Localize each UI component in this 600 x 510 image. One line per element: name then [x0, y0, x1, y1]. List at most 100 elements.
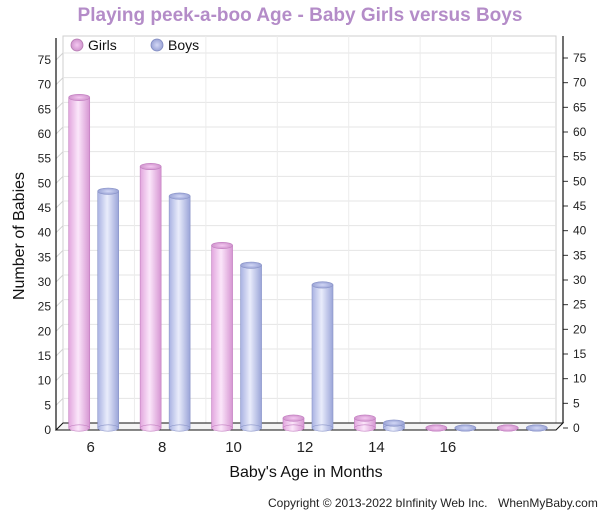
gridline-y-side [55, 101, 64, 110]
bar-girls-10 [211, 241, 233, 432]
chart-title: Playing peek-a-boo Age - Baby Girls vers… [78, 5, 523, 26]
bar-cap [354, 414, 376, 422]
bar-boys-6 [97, 187, 120, 432]
gridline-y-side [55, 126, 64, 135]
bar-cap [282, 414, 305, 422]
x-tick-label: 16 [440, 439, 457, 456]
gridline-y-side [55, 397, 64, 406]
right-y-tick-label: 75 [573, 51, 587, 65]
gridline-y-side [55, 151, 64, 160]
bar-boys-extra [525, 424, 548, 432]
y-tick-label: 10 [38, 374, 52, 388]
bar-body [311, 284, 334, 429]
bar-base [139, 424, 162, 432]
legend-girls-marker [70, 38, 84, 52]
bar-cap [97, 187, 120, 195]
bar-cap [525, 424, 548, 432]
tick-labels: 0 5 10 15 20 25 30 35 40 45 50 55 60 65 70 75 0 5 10 15 20 25… [38, 51, 587, 456]
legend-girls-label: Girls [88, 37, 117, 53]
right-y-tick-label: 60 [573, 125, 587, 139]
bar-base [311, 424, 334, 432]
bar-base [168, 424, 191, 432]
x-axis-floor [54, 422, 565, 431]
y-tick-label: 30 [38, 275, 52, 289]
x-tick-label: 14 [368, 439, 385, 456]
y-tick-label: 5 [44, 398, 51, 412]
bar-girls-14 [354, 414, 376, 432]
bar-body [68, 97, 91, 429]
bar-cap [211, 241, 233, 249]
gridline-y-side [55, 373, 64, 382]
gridline-y-side [55, 225, 64, 234]
right-y-tick-label: 40 [573, 224, 587, 238]
bar-cap [425, 424, 448, 432]
x-tick-label: 6 [87, 439, 95, 456]
x-tick-label: 8 [158, 439, 166, 456]
y-tick-label: 70 [38, 78, 52, 92]
bar-body [240, 264, 262, 429]
bar-body [168, 195, 191, 429]
bar-base [97, 424, 120, 432]
y-tick-label: 35 [38, 250, 52, 264]
bar-cap [240, 261, 262, 269]
y-tick-label: 50 [38, 176, 52, 190]
bar-body [139, 166, 162, 429]
footer-copyright: Copyright © 2013-2022 bInfinity Web Inc. [268, 496, 487, 510]
bar-girls-extra [496, 424, 519, 432]
plot-back-panel [62, 35, 557, 424]
legend-boys-marker [150, 38, 164, 52]
gridline-y-side [55, 299, 64, 308]
right-y-tick-label: 15 [573, 347, 587, 361]
gridline-y-side [55, 249, 64, 258]
y-tick-label: 20 [38, 324, 52, 338]
gridline-y-side [55, 274, 64, 283]
bar-cap [383, 419, 405, 427]
bar-body [211, 245, 233, 429]
bar-boys-8 [168, 192, 191, 432]
gridline-y-side [55, 52, 64, 61]
gridline-y-side [55, 348, 64, 357]
gridline-y-side [55, 175, 64, 184]
x-tick-label: 12 [297, 439, 314, 456]
footer-site: WhenMyBaby.com [498, 496, 598, 510]
right-y-tick-label: 5 [573, 396, 580, 410]
right-y-tick-label: 35 [573, 248, 587, 262]
gridline-y-side [55, 77, 64, 86]
y-tick-label: 0 [44, 423, 51, 437]
bar-cap [168, 192, 191, 200]
bar-base [240, 424, 262, 432]
bar-girls-6 [68, 93, 91, 432]
y-tick-label: 55 [38, 152, 52, 166]
right-y-tick-label: 10 [573, 372, 587, 386]
bar-base [68, 424, 91, 432]
bar-base [354, 424, 376, 432]
legend: Girls Boys [70, 37, 199, 53]
bar-base [282, 424, 305, 432]
right-y-tick-label: 25 [573, 298, 587, 312]
bar-base [211, 424, 233, 432]
bar-girls-16 [425, 424, 448, 432]
y-tick-label: 40 [38, 226, 52, 240]
gridline-y-side [55, 323, 64, 332]
x-axis-title: Baby's Age in Months [229, 464, 382, 481]
bar-girls-8 [139, 163, 162, 432]
bar-cap [139, 163, 162, 171]
bar-body [97, 190, 120, 429]
bar-cap [454, 424, 477, 432]
x-tick-label: 10 [225, 439, 242, 456]
right-y-tick-label: 45 [573, 199, 587, 213]
y-tick-label: 65 [38, 102, 52, 116]
bar-cap [496, 424, 519, 432]
legend-boys-label: Boys [168, 37, 199, 53]
bar-boys-16 [454, 424, 477, 432]
right-y-tick-label: 30 [573, 273, 587, 287]
right-y-tick-label: 0 [573, 421, 580, 435]
bar-cap [68, 93, 91, 101]
right-y-tick-label: 65 [573, 100, 587, 114]
right-y-tick-label: 50 [573, 174, 587, 188]
right-y-tick-label: 70 [573, 76, 587, 90]
y-tick-label: 45 [38, 201, 52, 215]
right-y-tick-label: 20 [573, 322, 587, 336]
y-axis-title: Number of Babies [11, 172, 28, 300]
y-tick-label: 75 [38, 53, 52, 67]
